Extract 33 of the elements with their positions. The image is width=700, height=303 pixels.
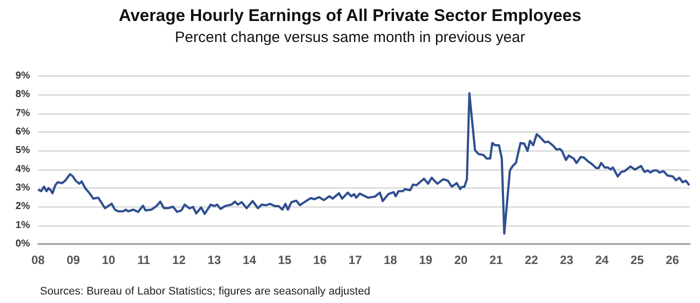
x-tick-label: 12 xyxy=(172,253,186,267)
x-tick-label: 25 xyxy=(630,253,644,267)
y-tick-label: 4% xyxy=(16,164,30,175)
y-tick-label: 2% xyxy=(16,201,30,212)
x-tick-label: 09 xyxy=(66,253,80,267)
source-note: Sources: Bureau of Labor Statistics; figures are seasonally adjusted xyxy=(40,286,370,298)
x-tick-label: 14 xyxy=(242,253,256,267)
chart-subtitle: Percent change versus same month in previous year xyxy=(174,29,526,46)
x-tick-label: 21 xyxy=(489,253,504,267)
x-tick-label: 17 xyxy=(348,253,362,267)
y-tick-label: 8% xyxy=(16,89,30,100)
x-tick-label: 15 xyxy=(278,253,292,267)
x-tick-label: 11 xyxy=(137,253,150,267)
x-tick-label: 18 xyxy=(384,253,398,267)
y-tick-label: 9% xyxy=(16,70,30,82)
chart-title: Average Hourly Earnings of All Private Sector Employees xyxy=(118,6,582,25)
x-tick-label: 10 xyxy=(102,253,116,267)
x-tick-label: 19 xyxy=(418,253,433,267)
x-tick-label: 13 xyxy=(208,253,222,267)
x-tick-label: 26 xyxy=(666,253,680,267)
y-tick-label: 0% xyxy=(16,238,30,250)
y-tick-label: 3% xyxy=(16,182,30,194)
x-tick-label: 23 xyxy=(560,253,574,267)
x-tick-label: 22 xyxy=(524,253,538,267)
x-tick-label: 20 xyxy=(454,253,468,267)
x-tick-label: 16 xyxy=(313,253,327,267)
y-tick-label: 7% xyxy=(16,108,30,119)
y-tick-label: 6% xyxy=(16,126,30,138)
x-tick-label: 24 xyxy=(595,253,609,267)
y-tick-label: 5% xyxy=(16,145,30,156)
line-series xyxy=(36,92,690,235)
x-tick-label: 08 xyxy=(31,253,45,267)
y-tick-label: 1% xyxy=(16,220,30,231)
